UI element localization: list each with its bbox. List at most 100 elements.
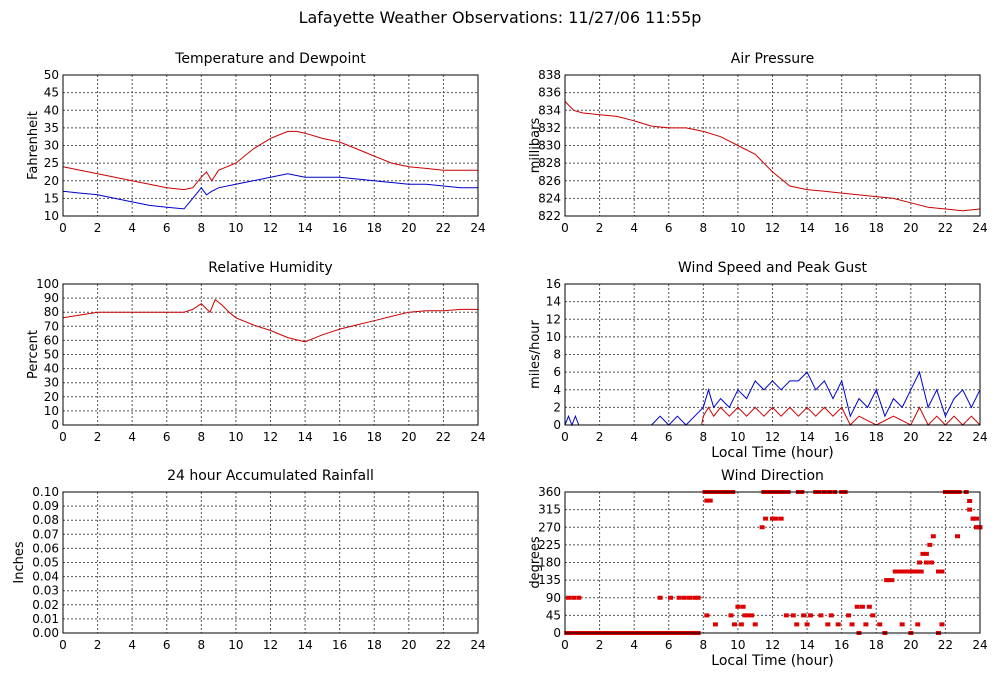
data-point (704, 498, 710, 503)
data-point (794, 622, 800, 627)
data-point (801, 613, 807, 618)
y-axis-label: millibars (528, 118, 543, 174)
y-axis-label: Inches (12, 541, 27, 583)
y-axis-label: Percent (26, 330, 41, 379)
x-tick-label: 8 (700, 638, 708, 652)
x-tick-label: 20 (401, 430, 416, 444)
y-tick-label: 10 (44, 209, 59, 223)
data-point (752, 622, 758, 627)
page-title: Lafayette Weather Observations: 11/27/06… (298, 8, 702, 27)
data-point (915, 622, 921, 627)
data-point (903, 569, 909, 574)
data-point (929, 560, 935, 565)
y-tick-label: 25 (44, 156, 59, 170)
data-point (749, 613, 755, 618)
x-tick-label: 2 (94, 430, 102, 444)
x-tick-label: 14 (297, 638, 312, 652)
x-tick-label: 0 (59, 638, 67, 652)
data-point (828, 613, 834, 618)
data-point (735, 604, 741, 609)
data-point (763, 516, 769, 521)
y-tick-label: 6 (553, 365, 561, 379)
y-tick-label: 30 (44, 139, 59, 153)
x-tick-label: 22 (436, 221, 451, 235)
x-tick-label: 4 (630, 638, 638, 652)
x-tick-label: 14 (297, 221, 312, 235)
y-tick-label: 40 (44, 103, 59, 117)
x-tick-label: 16 (834, 430, 849, 444)
data-point (740, 604, 746, 609)
data-point (790, 613, 796, 618)
data-point (687, 595, 692, 600)
y-tick-label: 90 (546, 591, 561, 605)
x-tick-label: 20 (903, 430, 918, 444)
y-tick-label: 90 (44, 291, 59, 305)
x-tick-label: 16 (332, 638, 347, 652)
data-point (728, 613, 734, 618)
x-tick-label: 18 (367, 221, 382, 235)
x-tick-label: 12 (765, 430, 780, 444)
y-tick-label: 20 (44, 174, 59, 188)
data-point (896, 569, 902, 574)
data-point (974, 525, 980, 530)
data-point (707, 498, 713, 503)
data-point (731, 622, 737, 627)
y-tick-label: 824 (538, 191, 561, 205)
x-tick-label: 2 (94, 221, 102, 235)
data-point (846, 613, 852, 618)
y-tick-label: 15 (44, 191, 59, 205)
data-point (939, 569, 945, 574)
plot-frame (564, 491, 981, 634)
y-tick-label: 0.04 (32, 570, 59, 584)
x-tick-label: 8 (700, 430, 708, 444)
x-tick-label: 22 (938, 430, 953, 444)
chart-title: Wind Direction (721, 468, 824, 484)
x-tick-label: 8 (198, 221, 206, 235)
data-point (770, 516, 775, 521)
data-point (939, 622, 945, 627)
x-tick-label: 16 (834, 221, 849, 235)
x-tick-label: 12 (263, 221, 278, 235)
data-point (927, 542, 933, 547)
data-point (899, 622, 905, 627)
x-tick-label: 6 (665, 638, 673, 652)
x-tick-label: 18 (367, 638, 382, 652)
x-tick-label: 2 (596, 430, 604, 444)
y-tick-label: 12 (546, 312, 561, 326)
y-tick-label: 30 (44, 376, 59, 390)
y-tick-label: 16 (546, 277, 561, 291)
chart-title: Relative Humidity (208, 260, 332, 276)
chart-title: Air Pressure (731, 51, 814, 67)
x-tick-label: 6 (163, 430, 171, 444)
data-point (681, 595, 687, 600)
y-tick-label: 180 (538, 556, 561, 570)
data-point (967, 499, 973, 504)
x-tick-label: 4 (630, 430, 638, 444)
x-tick-label: 24 (470, 221, 485, 235)
y-tick-label: 35 (44, 121, 59, 135)
plot-frame (62, 283, 479, 426)
data-point (745, 613, 751, 618)
data-point (906, 569, 912, 574)
data-point (704, 613, 710, 618)
data-point (967, 507, 973, 512)
x-tick-label: 20 (401, 221, 416, 235)
x-tick-label: 2 (94, 638, 102, 652)
plot-frame (62, 74, 479, 217)
data-point (849, 622, 855, 627)
x-tick-label: 6 (665, 430, 673, 444)
y-tick-label: 20 (44, 390, 59, 404)
y-tick-label: 225 (538, 538, 561, 552)
y-tick-label: 2 (553, 400, 561, 414)
data-point (835, 622, 841, 627)
y-tick-label: 10 (44, 404, 59, 418)
chart-title: 24 hour Accumulated Rainfall (167, 468, 374, 484)
series-line (62, 173, 478, 210)
x-tick-label: 0 (561, 430, 569, 444)
x-tick-label: 4 (128, 221, 136, 235)
